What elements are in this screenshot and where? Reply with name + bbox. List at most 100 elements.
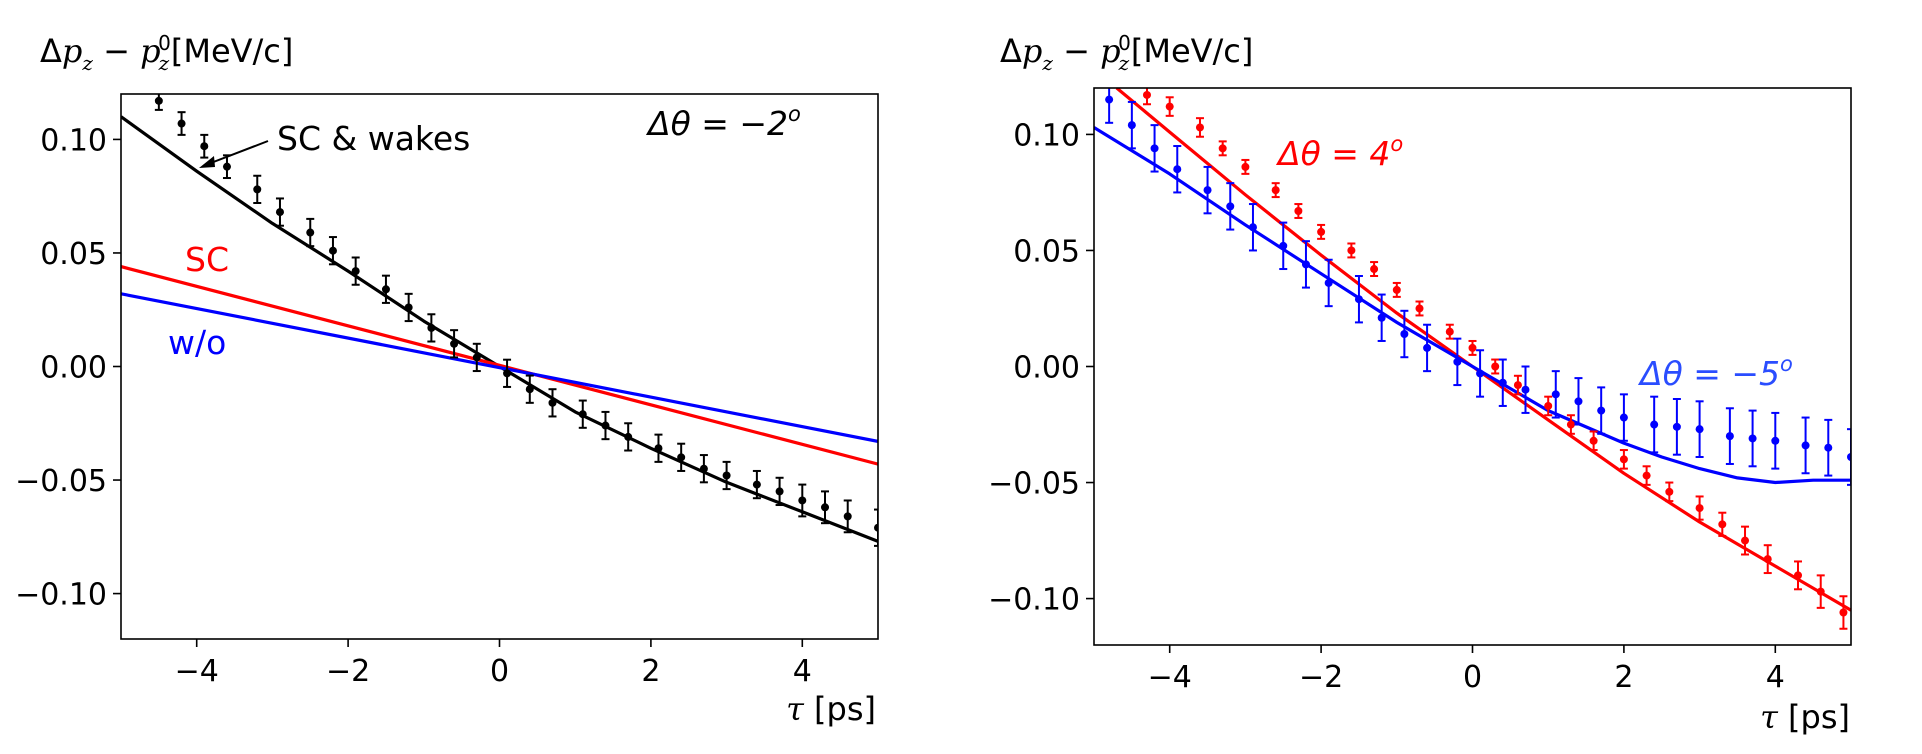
right-errorbar-point: [1165, 96, 1174, 117]
right-data-point: [1248, 223, 1257, 232]
right-data-point: [1241, 162, 1250, 171]
right-errorbar-point: [1294, 203, 1303, 219]
right-errorbar-point: [1370, 261, 1379, 277]
left-errorbar-point: [472, 342, 481, 373]
left-ylabel: Δpz − pz0[MeV/c]: [40, 31, 293, 75]
right-errorbar-point: [1551, 370, 1560, 419]
right-data-point: [1847, 453, 1851, 462]
right-errorbar-point: [1195, 117, 1204, 138]
right-data-point: [1801, 441, 1810, 450]
right-data-point: [1551, 390, 1560, 399]
right-errorbar-point: [1468, 339, 1477, 356]
right-errorbar-point: [1400, 309, 1409, 359]
right-errorbar-point: [1317, 223, 1326, 240]
right-errorbar-point: [1127, 100, 1136, 150]
right-data-point: [1513, 381, 1522, 390]
right-data-point: [1392, 285, 1401, 294]
right-errorbar-point: [1453, 337, 1462, 387]
right-data-point: [1650, 420, 1659, 429]
right-data-point: [1347, 246, 1356, 255]
right-data-point: [1127, 121, 1136, 130]
right-xtick-label: −2: [1299, 660, 1343, 695]
left-errorbar-point: [699, 454, 708, 484]
right-errorbar-point: [1476, 349, 1485, 398]
left-errorbar-point: [381, 274, 390, 304]
right-xtick-label: 2: [1614, 660, 1633, 695]
right-data-point: [1498, 378, 1507, 387]
right-errorbar-point: [1574, 377, 1583, 426]
right-data-point: [1794, 571, 1803, 580]
left-errorbar-point: [843, 499, 852, 534]
right-data-point: [1695, 425, 1704, 434]
left-data-point: [472, 353, 481, 362]
right-errorbar-point: [1619, 449, 1628, 470]
annotation-sc-wakes: SC & wakes: [277, 119, 470, 158]
left-errorbar-point: [200, 133, 209, 159]
left-xtick-label: 4: [793, 654, 812, 689]
right-data-point: [1150, 144, 1159, 153]
left-errorbar-point: [601, 410, 610, 441]
left-data-point: [752, 480, 761, 489]
left-data-point: [381, 285, 390, 294]
left-errorbar-point: [253, 174, 262, 204]
left-errorbar-point: [351, 256, 360, 286]
annotation-arrow: [199, 140, 269, 168]
left-errorbar-point: [503, 358, 512, 388]
right-ytick-label: 0.05: [1013, 234, 1080, 269]
left-errorbar-point: [404, 292, 413, 323]
right-data-point: [1718, 520, 1727, 529]
right-errorbar-point: [1142, 88, 1151, 106]
left-panel: Δpz − pz0[MeV/c] −4 −2 0 2 4 −0.10 −0.05 0.00 0.…: [15, 31, 879, 728]
left-data-point: [306, 228, 315, 237]
right-data-point: [1816, 587, 1825, 596]
right-data-point: [1619, 413, 1628, 422]
right-data-point: [1574, 397, 1583, 406]
right-errorbar-point: [1725, 407, 1734, 465]
left-errorbar-point: [275, 197, 284, 227]
right-errorbar-point: [1377, 293, 1386, 342]
right-data-point: [1370, 265, 1379, 274]
right-errorbar-point: [1105, 88, 1114, 124]
right-data-point: [1324, 278, 1333, 287]
right-errorbar-point: [1847, 428, 1851, 486]
right-errorbar-point: [1741, 525, 1750, 556]
right-errorbar-point: [1491, 358, 1500, 375]
right-errorbar-point: [1839, 595, 1848, 630]
right-data-point: [1377, 313, 1386, 322]
right-data-point: [1672, 422, 1681, 431]
left-data-point: [177, 119, 186, 128]
right-data-point: [1218, 144, 1227, 153]
right-data-point: [1741, 536, 1750, 545]
right-errorbar-point: [1301, 240, 1310, 289]
right-data-point: [1453, 357, 1462, 366]
left-errorbar-point: [775, 476, 784, 507]
left-data-point: [578, 410, 587, 419]
right-data-point: [1415, 304, 1424, 313]
right-errorbar-point: [1150, 124, 1159, 173]
right-data-point: [1294, 207, 1303, 216]
right-data-point: [1203, 186, 1212, 195]
right-errorbar-point: [1771, 411, 1780, 470]
right-errorbar-point: [1173, 145, 1182, 194]
left-ytick-label: 0.00: [40, 351, 107, 386]
left-errorbar-point: [752, 469, 761, 500]
left-series-w-o: [121, 292, 878, 443]
right-data-point: [1226, 202, 1235, 211]
right-errorbar-point: [1763, 544, 1772, 575]
annotation-delta-theta-minus5: Δθ = −5o: [1637, 352, 1793, 393]
left-data-point: [874, 523, 878, 532]
right-data-point: [1423, 343, 1432, 352]
left-errorbar-point: [874, 508, 878, 547]
right-data-point: [1763, 555, 1772, 564]
right-errorbar-point: [1748, 409, 1757, 468]
right-data-point: [1468, 343, 1477, 352]
left-data-point: [548, 398, 557, 407]
right-data-point: [1165, 102, 1174, 111]
right-errorbar-point: [1597, 386, 1606, 435]
right-errorbar-point: [1203, 165, 1212, 215]
left-ytick-label: 0.10: [40, 123, 107, 158]
left-data-point: [253, 185, 262, 194]
right-data-point: [1142, 90, 1151, 99]
left-data-point: [351, 267, 360, 276]
